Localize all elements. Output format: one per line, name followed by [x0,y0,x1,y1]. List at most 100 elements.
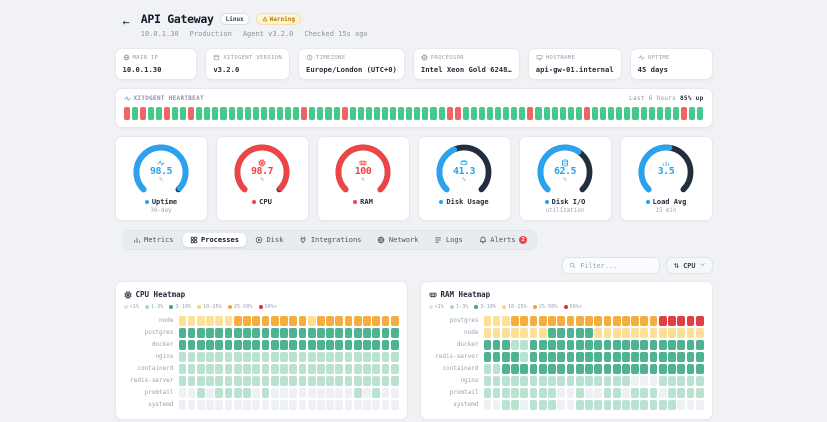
heatmap-cell [372,351,381,362]
heatmap-cell [252,363,261,374]
heatmap-cell [289,399,298,410]
chart-bars-icon [133,237,140,244]
heatmap-cell [631,363,639,374]
heartbeat-bar-down [163,106,170,120]
heatmap-cell [215,351,224,362]
process-label: containerd [137,365,174,372]
heatmap-cell [658,315,667,326]
tab-processes[interactable]: Processes [182,233,246,247]
heatmap-cell [612,387,621,398]
heatmap-cell [603,351,612,362]
tab-disk[interactable]: Disk [248,233,290,247]
heatmap-cell [307,351,316,362]
heatmap-cell [492,363,501,374]
legend-item: 1-3% [449,304,468,310]
heatmap-cells [178,327,399,338]
heatmap-cells [483,363,704,374]
heatmap-cell [344,351,353,362]
heatmap-cell [538,387,547,398]
back-button[interactable]: ← [122,15,130,29]
gauge-label: Load Avg [623,198,710,206]
heatmap-cell [363,399,371,410]
heatmap-cell [326,399,334,410]
heatmap-cells [178,375,399,386]
tab-logs[interactable]: Logs [427,233,469,247]
heatmap-cell [575,351,584,362]
filter-input[interactable] [580,261,654,270]
heatmap-cell [178,339,187,350]
heatmap-cell [372,387,381,398]
heatmap-cell [492,351,501,362]
tab-integrations[interactable]: Integrations [292,233,368,247]
heatmap-cell [585,363,593,374]
process-label: nginx [155,353,174,360]
info-card-value: Intel Xeon Gold 6248… [420,64,512,74]
heatmap-cell [289,339,298,350]
panel-cpu-heatmap: CPU Heatmap <1% 1-3% 3-10% 10-25% 25-50% 50%+… [114,281,408,420]
heartbeat-bar-up [349,106,356,120]
heatmap-cells [483,399,704,410]
tab-label: Metrics [144,236,174,244]
info-card-label: UPTIME [637,54,705,61]
heatmap-cell [372,327,381,338]
heatmap-cell [381,351,390,362]
heatmap-cell [658,387,667,398]
tab-label: Disk [266,236,284,244]
box-icon [214,54,220,61]
legend-item: 3-10% [169,304,191,310]
heatmap-row-redis-server: redis-server [429,351,704,362]
tab-alerts[interactable]: Alerts 2 [472,233,534,247]
heatmap-cell [612,375,621,386]
heatmap-cell [649,387,658,398]
sort-button[interactable]: CPU [666,257,713,274]
heatmap-cell [686,363,695,374]
heatmap-cell [622,339,630,350]
legend-dot [144,304,149,309]
heatmap-cell [187,375,196,386]
process-label: promtail [144,389,174,396]
heatmap-cell [668,375,676,386]
memory-icon [359,160,367,166]
heatmap-row-nginx: nginx [124,351,399,362]
gauge-disk-usage: 41.3 % [435,144,493,194]
tab-metrics[interactable]: Metrics [126,233,181,247]
heartbeat-bar-up [503,106,510,120]
gauge-arc [537,144,593,192]
heatmap-cell [686,339,695,350]
process-label: promtail [449,389,479,396]
header-meta-item: Production [189,30,232,38]
heatmap-cell [224,339,233,350]
info-card-label: HOSTNAME [536,54,614,61]
heatmap-cell [353,375,362,386]
heatmap-row-containerd: containerd [429,363,704,374]
heatmap-cell [520,375,529,386]
heartbeat-bar-up [204,106,211,120]
process-label: docker [151,341,174,348]
os-badge: Linux [219,13,250,25]
heartbeat-bar-down [527,106,534,120]
heatmap-cell [344,375,353,386]
heatmap-cell [622,375,630,386]
tab-network[interactable]: Network [370,233,425,247]
gauge-unit: % [260,177,264,184]
info-card-main-ip: MAIN IP 10.0.1.30 [114,48,198,80]
info-card-label: TIMEZONE [306,54,397,61]
heatmap-cell [224,387,233,398]
tab-bar: Metrics Processes Disk Integrations Netw… [122,230,538,250]
heatmap-title: RAM Heatmap [429,290,704,299]
heatmap-cell [233,327,242,338]
heatmap-cell [206,315,214,326]
legend-item: 50%+ [258,304,277,310]
heatmap-cell [649,363,658,374]
legend-item: 1-3% [144,304,163,310]
heatmap-cell [668,387,676,398]
heatmap-cell [622,363,630,374]
tab-label: Network [388,236,419,244]
heatmap-cell [585,375,593,386]
heatmap-cell [289,363,298,374]
heatmap-cell [206,363,214,374]
gauge-arc [335,144,391,192]
heatmap-cell [326,387,334,398]
legend-dot [227,304,232,309]
legend-dot [197,304,201,309]
